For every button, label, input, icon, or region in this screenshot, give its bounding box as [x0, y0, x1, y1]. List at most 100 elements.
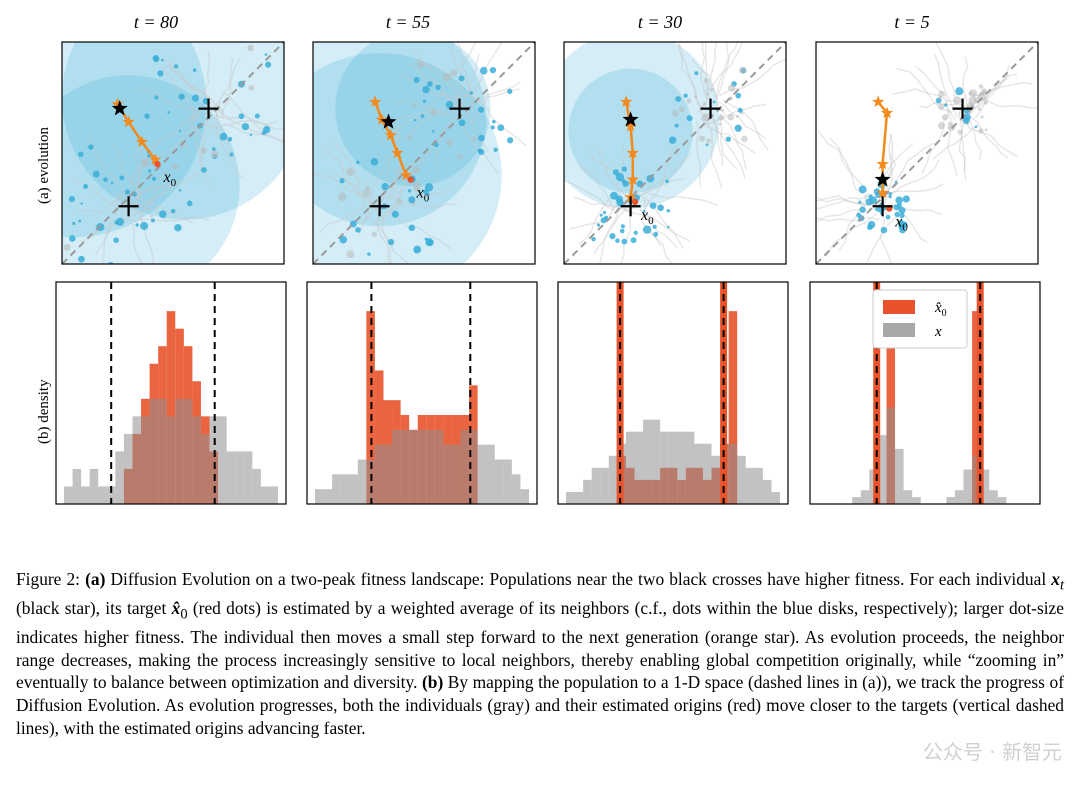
- population-dot: [868, 194, 873, 199]
- trajectory: [639, 208, 678, 249]
- population-dot: [103, 177, 108, 183]
- x-bar: [315, 489, 324, 504]
- population-dot: [642, 225, 652, 234]
- trajectory: [401, 74, 472, 98]
- population-dot: [937, 122, 946, 130]
- population-dot: [424, 183, 434, 192]
- trajectory: [865, 217, 897, 264]
- population-dot: [227, 136, 233, 142]
- trajectory: [191, 112, 204, 182]
- trajectory: [132, 179, 182, 215]
- population-dot: [727, 84, 736, 92]
- population-dot: [161, 58, 164, 62]
- population-dot: [407, 135, 413, 141]
- population-dot: [238, 113, 245, 120]
- neighbor-disk: [313, 53, 502, 264]
- trajectory: [383, 209, 452, 250]
- population-dot: [668, 136, 677, 144]
- population-dot: [885, 214, 891, 220]
- x-bar: [260, 486, 270, 504]
- population-dot: [612, 169, 619, 176]
- population-dot: [159, 210, 167, 218]
- x-bar: [106, 486, 116, 504]
- trajectory: [119, 169, 168, 215]
- population-dot: [478, 134, 485, 142]
- x-bar: [209, 416, 219, 504]
- population-dot: [888, 195, 892, 199]
- population-dot: [507, 137, 514, 144]
- trajectory: [453, 95, 489, 153]
- population-dot: [412, 181, 421, 190]
- population-dot: [897, 220, 905, 227]
- population-dot: [412, 103, 417, 108]
- legend: x̂0x: [872, 289, 968, 349]
- population-dot: [497, 124, 505, 132]
- trajectory: [598, 207, 628, 264]
- trajectory: [202, 120, 278, 129]
- projection-line: [62, 42, 284, 264]
- xhat-bar: [166, 311, 176, 504]
- population-dot: [365, 185, 370, 191]
- trajectory: [620, 207, 632, 264]
- population-dot: [219, 132, 228, 141]
- trajectory: [95, 192, 119, 256]
- population-dot: [633, 230, 638, 235]
- population-dot: [735, 114, 739, 118]
- trajectory: [163, 59, 213, 100]
- population-dot: [968, 91, 972, 95]
- population-dot: [888, 192, 893, 196]
- population-dot: [264, 53, 268, 56]
- population-dot: [413, 118, 417, 122]
- population-dot: [621, 238, 628, 245]
- trajectory: [646, 191, 719, 206]
- trajectory: [167, 65, 225, 116]
- population-dot: [694, 71, 699, 76]
- population-dot: [957, 129, 963, 135]
- population-dot: [666, 225, 670, 229]
- population-dot: [407, 189, 412, 193]
- trajectory: [816, 194, 867, 206]
- population-dot: [873, 188, 880, 195]
- x-bar: [166, 416, 176, 504]
- population-dot: [110, 181, 114, 185]
- neighbor-disk: [564, 42, 720, 209]
- trajectory: [382, 159, 424, 222]
- trajectory: [375, 217, 390, 264]
- trajectory: [974, 77, 1010, 119]
- population-dot: [699, 135, 706, 142]
- trajectory: [321, 145, 367, 199]
- x0-label-subscript: 0: [648, 215, 654, 227]
- x-bar: [235, 451, 244, 504]
- population-dot: [371, 231, 378, 238]
- population-dot: [211, 147, 216, 151]
- population-dot: [702, 102, 707, 106]
- population-dot: [977, 107, 982, 111]
- population-dot: [596, 223, 601, 227]
- population-dot: [478, 148, 485, 156]
- x-bar: [72, 468, 82, 504]
- trajectory: [720, 115, 747, 170]
- population-dot: [489, 66, 497, 74]
- population-dot: [450, 69, 458, 77]
- trajectory: [623, 209, 691, 243]
- population-dot: [984, 128, 988, 132]
- population-dot: [666, 208, 671, 213]
- x-bar: [660, 431, 669, 504]
- population-dot: [741, 135, 748, 143]
- trajectory: [916, 66, 956, 121]
- population-dot: [152, 55, 159, 61]
- population-dot: [734, 124, 742, 132]
- population-dot: [507, 88, 513, 95]
- population-dot: [983, 100, 989, 105]
- x-bar: [860, 490, 870, 504]
- population-dot: [362, 189, 370, 197]
- density-panel-frame: [306, 281, 538, 505]
- population-dot: [683, 93, 688, 98]
- x-bar: [989, 490, 998, 504]
- trajectory: [451, 46, 474, 113]
- x-bar: [357, 459, 367, 504]
- population-dot: [968, 89, 978, 98]
- next-generation-star: [135, 135, 149, 148]
- estimated-origin-dot: [154, 160, 161, 168]
- x-bar: [771, 491, 780, 504]
